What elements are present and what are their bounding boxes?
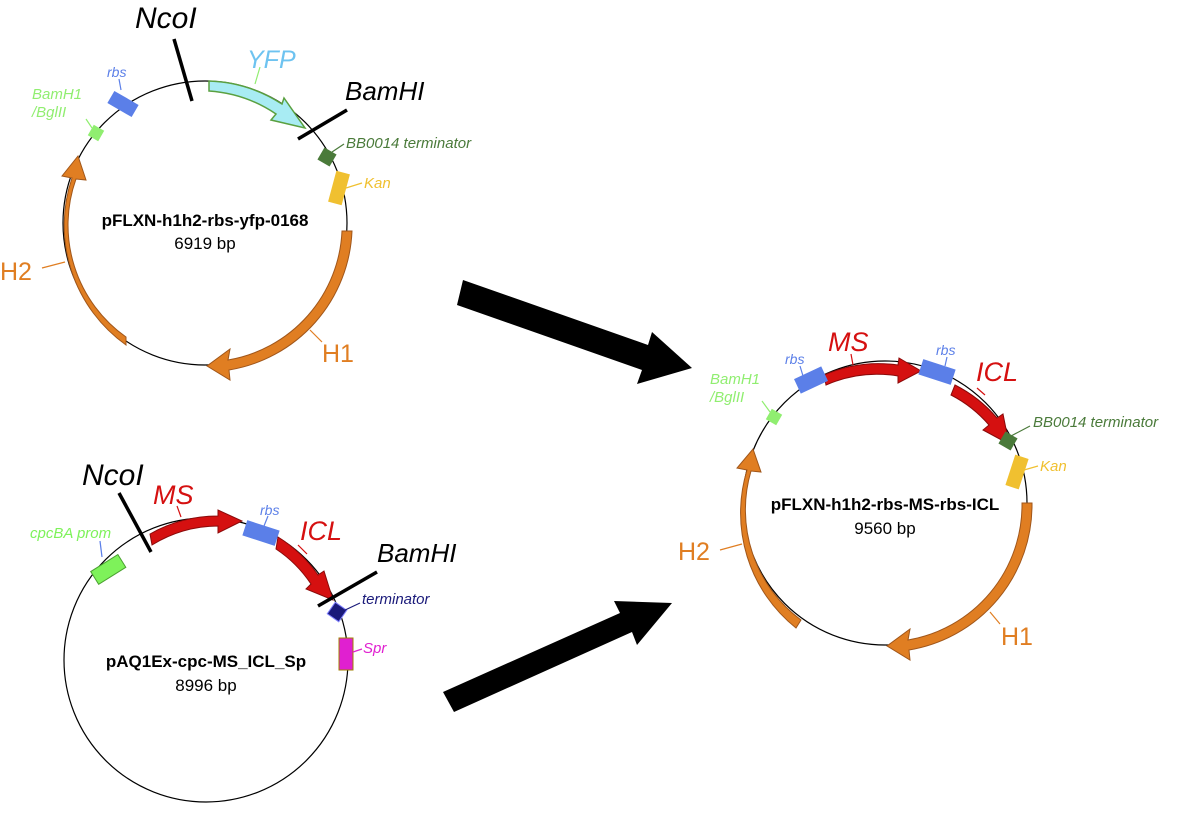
plasmid-c-rbs2-label: rbs (936, 342, 955, 358)
plasmid-c-icl-label: ICL (976, 357, 1018, 387)
plasmid-a: NcoI YFP BamHI rbs BamH1 /BglII BB0014 t… (0, 2, 472, 381)
plasmid-b-name: pAQ1Ex-cpc-MS_ICL_Sp (106, 652, 306, 671)
plasmid-c-h1-arc (886, 502, 1033, 661)
plasmid-a-kan-label: Kan (364, 175, 391, 192)
plasmid-b-ncoi-label: NcoI (82, 459, 144, 492)
plasmid-b-icl-arc (275, 536, 334, 601)
plasmid-a-size: 6919 bp (174, 234, 235, 253)
plasmid-b-ncoi-line (117, 492, 153, 553)
plasmid-a-bamh1-site (87, 124, 105, 142)
plasmid-a-yfp-leader (254, 66, 261, 85)
plasmid-c-terminator-leader (1010, 425, 1031, 437)
plasmid-c-rbs1-box (794, 366, 828, 394)
plasmid-b-bamhi-line (317, 570, 378, 608)
arrow-b-to-c (443, 601, 672, 712)
arrow-a-to-c (457, 280, 692, 384)
plasmid-a-terminator-box (317, 147, 337, 167)
plasmid-a-rbs-label: rbs (107, 64, 126, 80)
plasmid-a-bamh1-label-2: /BglII (31, 104, 66, 121)
plasmid-c-terminator-label: BB0014 terminator (1033, 414, 1159, 431)
plasmid-c-name: pFLXN-h1h2-rbs-MS-rbs-ICL (771, 495, 1000, 514)
plasmid-c-h1-label: H1 (1001, 623, 1033, 651)
plasmid-a-bamh1-leader (85, 118, 93, 129)
plasmid-a-terminator-leader (331, 143, 345, 153)
plasmid-c-bamh1-site (765, 408, 783, 426)
plasmid-a-backbone (62, 80, 348, 366)
plasmid-c-h2-arc (736, 448, 802, 629)
plasmid-b-terminator-leader (342, 602, 361, 612)
plasmid-b-rbs-label: rbs (260, 502, 279, 518)
plasmid-c-bamh1-label-2: /BglII (709, 389, 744, 406)
plasmid-b-terminator-box (326, 601, 348, 623)
plasmid-a-kan-box (328, 170, 350, 206)
plasmid-c-ms-leader (850, 353, 854, 366)
plasmid-b-cpcba-box (90, 553, 127, 585)
plasmid-a-kan-leader (345, 182, 363, 189)
plasmid-b-size: 8996 bp (175, 676, 236, 695)
plasmid-a-ncoi-line (172, 38, 194, 102)
plasmid-c-terminator-box (998, 431, 1018, 451)
plasmid-a-ncoi-label: NcoI (135, 2, 197, 35)
plasmid-c-bamh1-leader (761, 400, 771, 413)
plasmid-b-ms-arc (149, 509, 244, 546)
plasmid-b-cpcba-label: cpcBA prom (30, 525, 111, 542)
plasmid-a-rbs-box (107, 90, 139, 118)
plasmid-b-rbs-box (242, 520, 280, 546)
plasmid-a-bamh1-label-1: BamH1 (32, 86, 82, 103)
plasmid-c-rbs2-leader (944, 356, 948, 367)
plasmid-b-spr-label: Spr (363, 640, 387, 657)
plasmid-a-bamhi-label: BamHI (345, 76, 424, 106)
plasmid-c-kan-box (1005, 454, 1029, 490)
plasmid-a-h2-label: H2 (0, 258, 32, 286)
plasmid-b-icl-label: ICL (300, 516, 342, 546)
plasmid-a-h1-arc (206, 230, 353, 381)
plasmid-c-kan-label: Kan (1040, 458, 1067, 475)
plasmid-a-terminator-label: BB0014 terminator (346, 135, 472, 152)
plasmid-b-bamhi-label: BamHI (377, 538, 456, 568)
plasmid-c-h2-label: H2 (678, 538, 710, 566)
plasmid-c-size: 9560 bp (854, 519, 915, 538)
plasmid-a-yfp-label: YFP (247, 46, 296, 74)
plasmid-b-spr-box (338, 637, 354, 671)
plasmid-b-spr-leader (352, 648, 363, 653)
plasmid-a-h2-arc (61, 154, 127, 346)
plasmid-a-rbs-leader (118, 78, 122, 91)
plasmid-c-rbs1-leader (799, 365, 804, 377)
plasmid-b-ms-leader (176, 505, 182, 518)
plasmid-a-h2-leader (41, 261, 66, 269)
plasmid-b-ms-label: MS (153, 480, 194, 510)
plasmid-b-rbs-leader (263, 515, 269, 527)
plasmid-c-icl-leader (976, 387, 986, 396)
plasmid-b: NcoI MS rbs ICL BamHI cpcBA prom termina… (30, 459, 456, 803)
plasmid-c-h2-leader (719, 543, 743, 551)
plasmid-c-kan-leader (1023, 465, 1039, 471)
plasmid-b-icl-leader (297, 544, 308, 555)
plasmid-c-rbs2-box (918, 359, 956, 385)
plasmid-c-bamh1-label-1: BamH1 (710, 371, 760, 388)
plasmid-b-cpcba-leader (99, 540, 103, 558)
plasmid-c-h1-leader (989, 611, 1001, 625)
plasmid-c: rbs MS rbs ICL BamH1 /BglII BB0014 termi… (678, 327, 1159, 661)
plasmid-a-h1-label: H1 (322, 340, 354, 368)
plasmid-c-rbs1-label: rbs (785, 351, 804, 367)
plasmid-a-h1-leader (309, 329, 323, 343)
plasmid-c-icl-arc (950, 384, 1010, 445)
plasmid-a-bamhi-line (297, 108, 348, 141)
plasmid-c-ms-arc (823, 357, 923, 386)
plasmid-c-ms-label: MS (828, 327, 869, 357)
plasmid-a-yfp-arrow (208, 80, 307, 130)
plasmid-b-terminator-label: terminator (362, 591, 431, 608)
plasmid-a-name: pFLXN-h1h2-rbs-yfp-0168 (102, 211, 309, 230)
